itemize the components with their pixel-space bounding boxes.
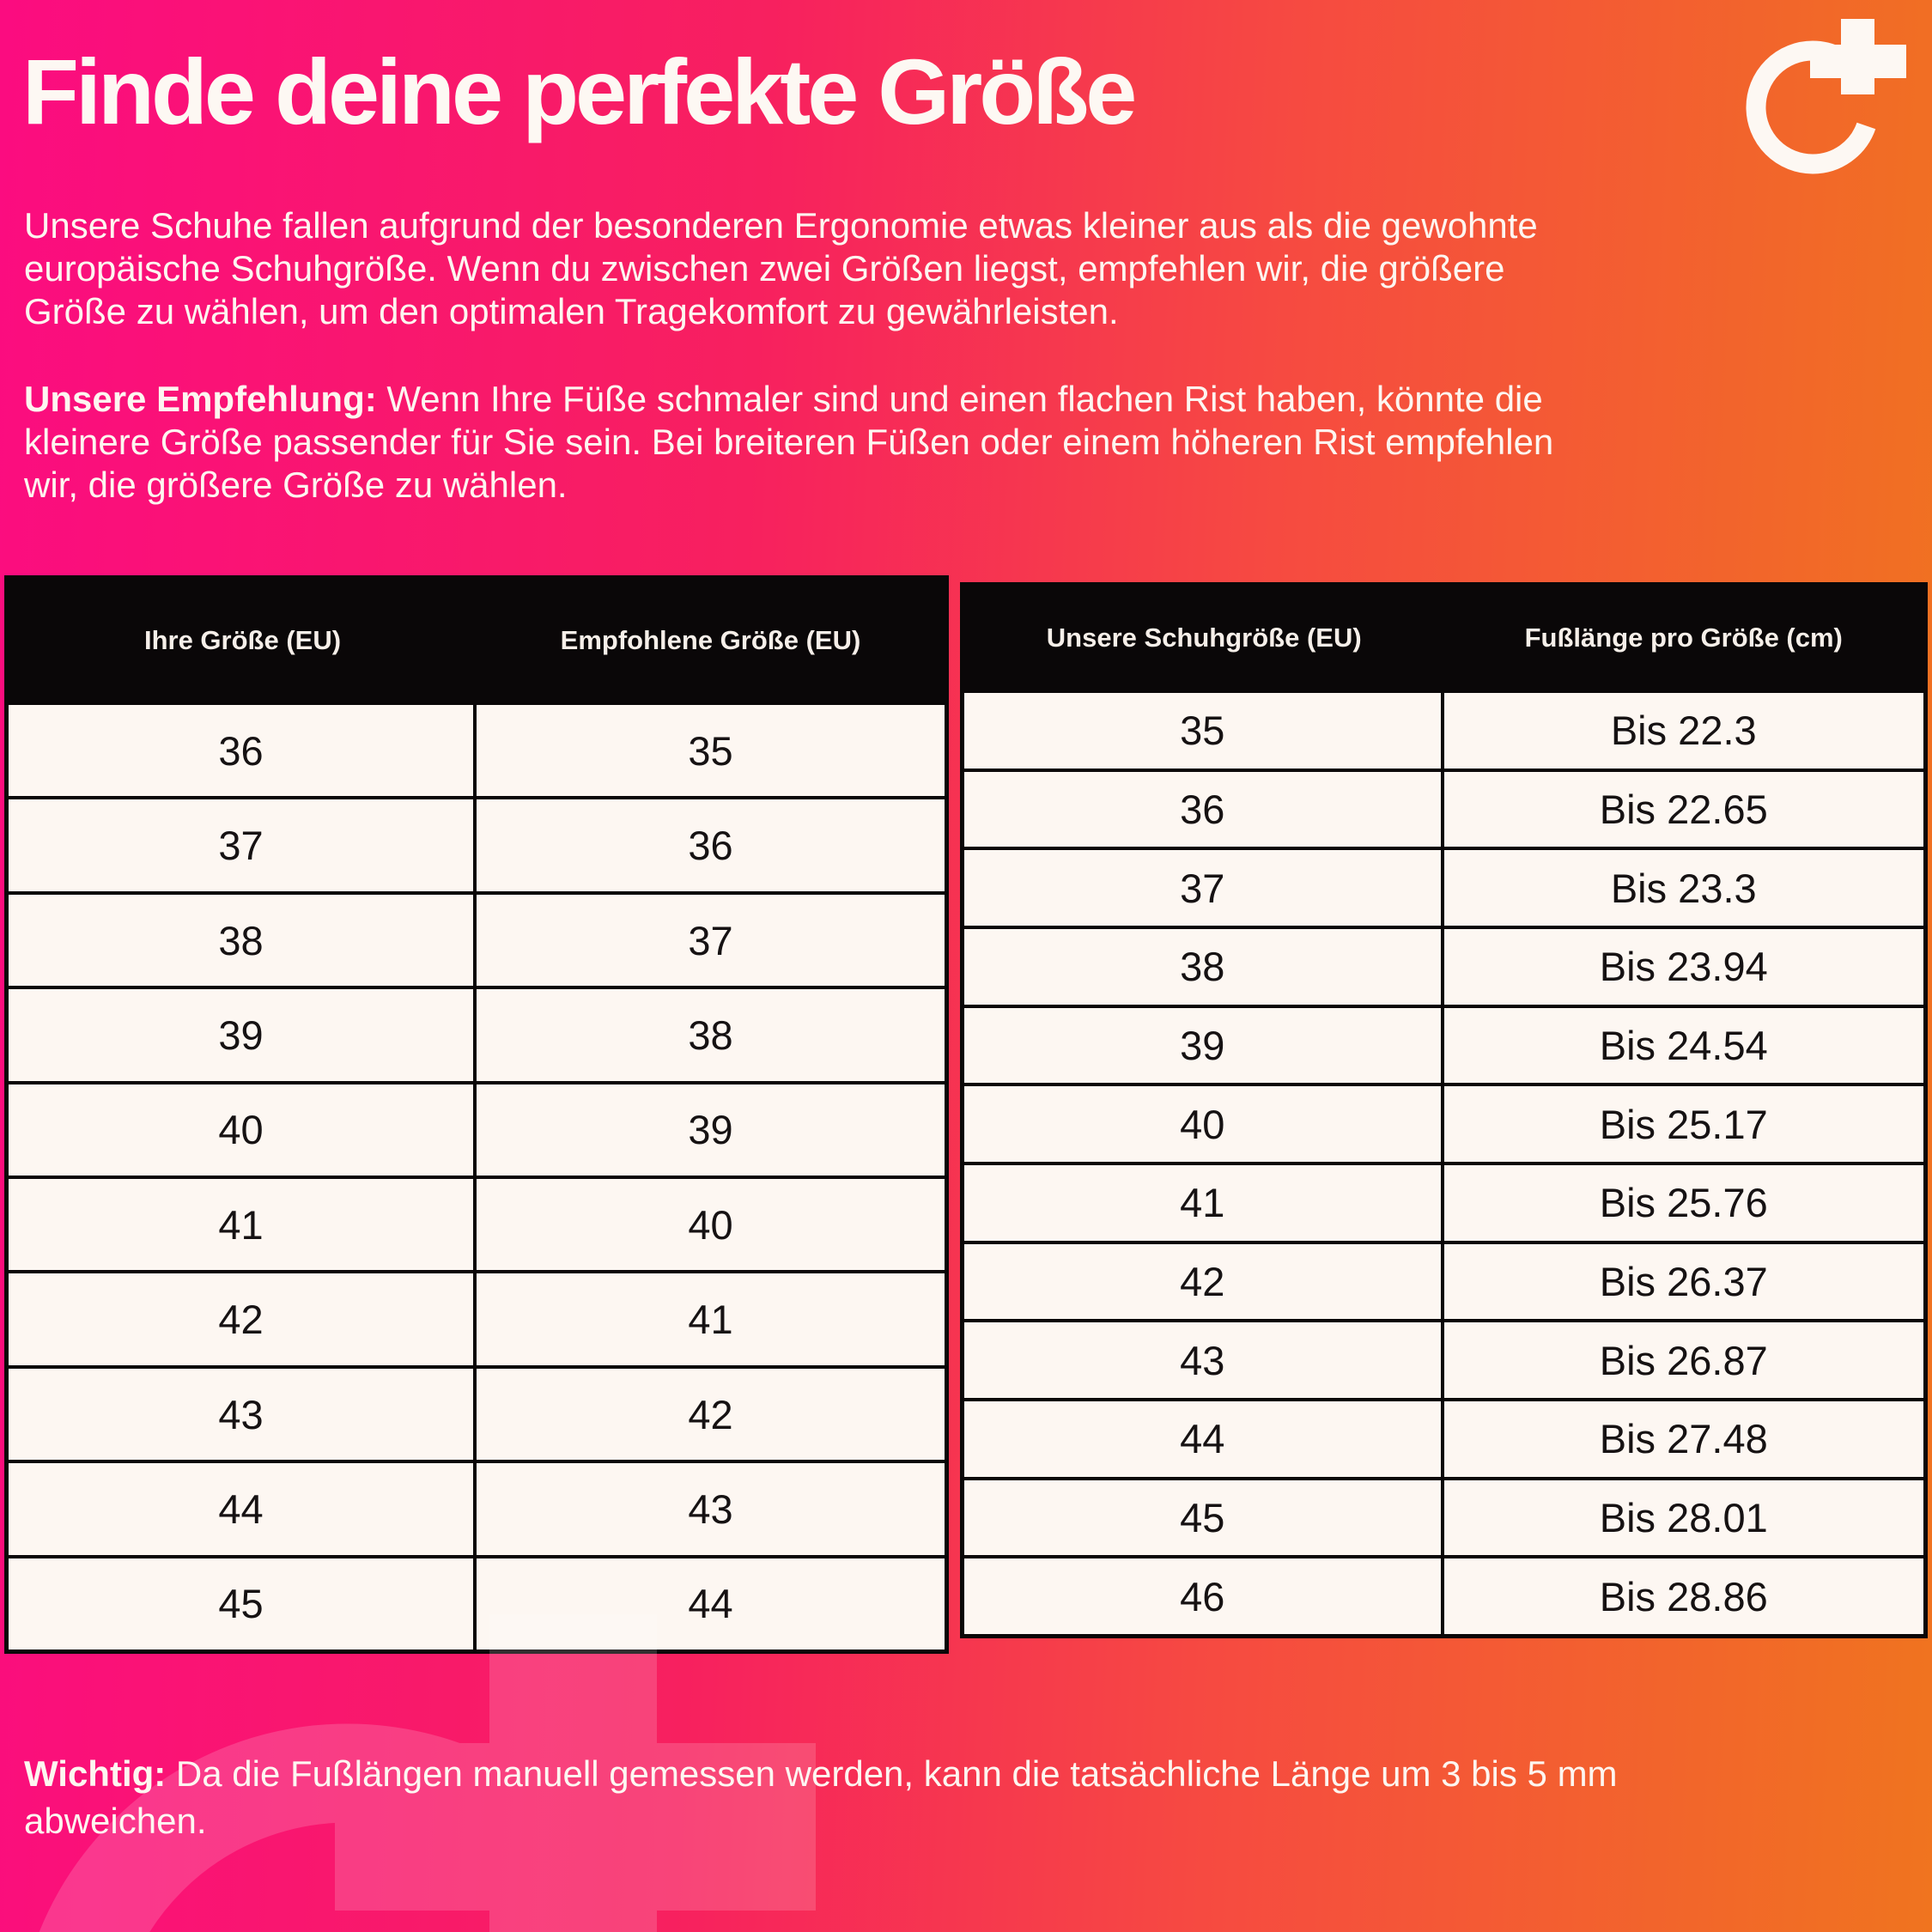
your-size-cell: 45 [9,1558,477,1650]
foot-length-cell: Bis 23.3 [1610,865,1757,911]
foot-length-cell: Bis 25.17 [1599,1101,1768,1147]
your-size-cell: 37 [9,799,477,891]
your-size-cell: 42 [9,1273,477,1365]
shoe-size-cell: 35 [964,693,1444,769]
column-header-your-size: Ihre Größe (EU) [143,625,342,655]
watermark-o-plus-logo-icon [39,1614,816,1932]
table-row: 41 Bis 25.76 [964,1162,1923,1241]
recommended-size-cell: 39 [688,1107,733,1153]
your-size-cell: 44 [9,1463,477,1555]
table-row: 35 Bis 22.3 [964,690,1923,769]
your-size-cell: 36 [9,705,477,797]
table-row: 44 Bis 27.48 [964,1398,1923,1477]
shoe-size-cell: 42 [964,1243,1444,1320]
table-row: 40 39 [9,1080,945,1176]
table-row: 45 Bis 28.01 [964,1476,1923,1556]
page-title: Finde deine perfekte Größe [22,39,1137,143]
table-row: 44 43 [9,1460,945,1555]
recommendation-text: Unsere Empfehlung: Wenn Ihre Füße schmal… [24,378,1913,507]
shoe-size-cell: 39 [964,1007,1444,1084]
recommendation-label: Unsere Empfehlung: [24,379,377,419]
foot-length-cell: Bis 28.01 [1599,1495,1768,1541]
foot-length-cell: Bis 22.3 [1610,708,1757,754]
size-conversion-table-body: 36 35 37 36 38 37 39 38 [9,702,945,1650]
your-size-cell: 40 [9,1084,477,1176]
size-conversion-table: Ihre Größe (EU) Empfohlene Größe (EU) 36… [4,575,949,1654]
column-header-recommended-size: Empfohlene Größe (EU) [560,625,861,655]
table-row: 37 36 [9,796,945,891]
recommended-size-cell: 40 [688,1201,733,1248]
table-row: 42 41 [9,1270,945,1365]
table-row: 40 Bis 25.17 [964,1083,1923,1163]
o-plus-logo-icon [1746,19,1906,174]
recommended-size-cell: 44 [688,1581,733,1627]
column-header-shoe-size: Unsere Schuhgröße (EU) [1046,623,1362,653]
shoe-size-cell: 46 [964,1558,1444,1635]
recommended-size-cell: 42 [688,1391,733,1437]
shoe-size-cell: 40 [964,1086,1444,1163]
your-size-cell: 39 [9,989,477,1081]
size-conversion-table-header: Ihre Größe (EU) Empfohlene Größe (EU) [9,580,945,702]
table-row: 39 Bis 24.54 [964,1004,1923,1084]
your-size-cell: 43 [9,1368,477,1461]
your-size-cell: 41 [9,1179,477,1271]
table-row: 36 Bis 22.65 [964,768,1923,848]
foot-length-cell: Bis 24.54 [1599,1023,1768,1069]
shoe-size-cell: 45 [964,1479,1444,1556]
recommended-size-cell: 35 [688,727,733,774]
recommended-size-cell: 36 [688,823,733,869]
table-row: 41 40 [9,1176,945,1271]
table-row: 43 42 [9,1364,945,1461]
table-row: 38 37 [9,890,945,987]
foot-length-table-body: 35 Bis 22.3 36 Bis 22.65 37 Bis 23.3 38 … [964,690,1923,1635]
recommendation-body: Wenn Ihre Füße schmaler sind und einen f… [24,379,1554,505]
table-row: 45 44 [9,1554,945,1650]
foot-length-cell: Bis 28.86 [1599,1573,1768,1619]
recommended-size-cell: 37 [688,917,733,963]
column-header-foot-length: Fußlänge pro Größe (cm) [1524,623,1843,653]
foot-length-cell: Bis 27.48 [1599,1416,1768,1462]
intro-text: Unsere Schuhe fallen aufgrund der besond… [24,205,1538,331]
table-row: 39 38 [9,986,945,1081]
foot-length-table: Unsere Schuhgröße (EU) Fußlänge pro Größ… [960,582,1928,1638]
foot-length-cell: Bis 26.87 [1599,1337,1768,1383]
foot-length-table-header: Unsere Schuhgröße (EU) Fußlänge pro Größ… [964,586,1923,690]
shoe-size-cell: 37 [964,850,1444,927]
shoe-size-cell: 41 [964,1165,1444,1241]
recommended-size-cell: 43 [688,1485,733,1532]
table-row: 36 35 [9,702,945,797]
table-row: 37 Bis 23.3 [964,847,1923,927]
shoe-size-cell: 38 [964,929,1444,1005]
table-row: 46 Bis 28.86 [964,1555,1923,1635]
table-row: 43 Bis 26.87 [964,1319,1923,1399]
foot-length-cell: Bis 26.37 [1599,1259,1768,1305]
shoe-size-cell: 36 [964,771,1444,848]
note-label: Wichtig: [24,1753,167,1794]
shoe-size-cell: 43 [964,1322,1444,1399]
shoe-size-cell: 44 [964,1401,1444,1477]
note-body: Da die Fußlängen manuell gemessen werden… [24,1753,1618,1841]
your-size-cell: 38 [9,894,477,987]
recommended-size-cell: 41 [688,1297,733,1343]
table-row: 42 Bis 26.37 [964,1240,1923,1320]
table-row: 38 Bis 23.94 [964,926,1923,1005]
foot-length-cell: Bis 23.94 [1599,944,1768,990]
recommended-size-cell: 38 [688,1012,733,1058]
foot-length-cell: Bis 22.65 [1599,787,1768,832]
foot-length-cell: Bis 25.76 [1599,1180,1768,1226]
note-text: Wichtig: Da die Fußlängen manuell gemess… [24,1750,1913,1844]
